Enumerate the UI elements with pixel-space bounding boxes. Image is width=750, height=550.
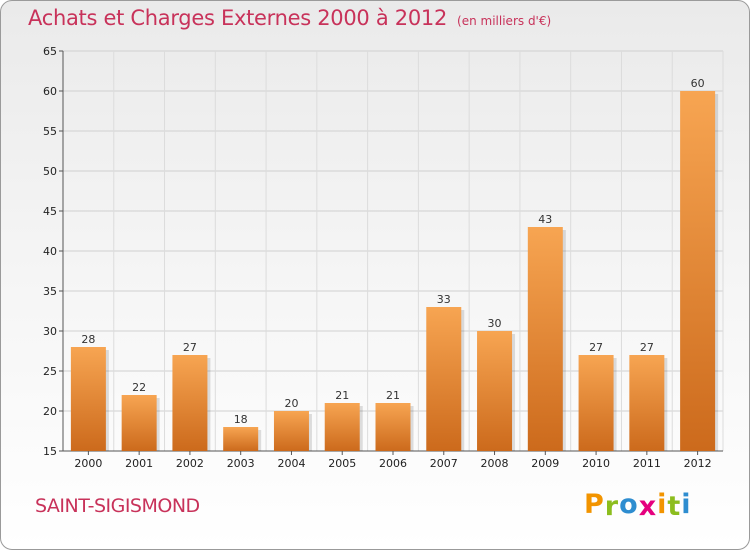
data-label: 28 bbox=[81, 333, 95, 346]
y-tick-label: 55 bbox=[43, 125, 57, 138]
y-tick-label: 30 bbox=[43, 325, 57, 338]
bar-2010 bbox=[578, 355, 614, 451]
bar-2012 bbox=[680, 91, 716, 451]
commune-name: SAINT-SIGISMOND bbox=[35, 495, 200, 517]
bar-2003 bbox=[223, 427, 259, 451]
data-label: 22 bbox=[132, 381, 146, 394]
bars bbox=[70, 91, 719, 451]
data-label: 21 bbox=[386, 389, 400, 402]
bar-2011 bbox=[629, 355, 665, 451]
y-tick-label: 65 bbox=[43, 45, 57, 58]
x-tick-label: 2006 bbox=[379, 457, 407, 470]
logo-letter: P bbox=[584, 489, 605, 520]
proxiti-logo: Proxiti bbox=[584, 489, 692, 522]
bar-2005 bbox=[324, 403, 360, 451]
bar-2008 bbox=[477, 331, 513, 451]
logo-letter: i bbox=[657, 489, 668, 520]
bar-2000 bbox=[70, 347, 106, 451]
x-tick-label: 2008 bbox=[481, 457, 509, 470]
bar-2001 bbox=[121, 395, 157, 451]
x-tick-label: 2011 bbox=[633, 457, 661, 470]
data-label: 30 bbox=[488, 317, 502, 330]
x-tick-label: 2012 bbox=[684, 457, 712, 470]
y-tick-label: 60 bbox=[43, 85, 57, 98]
data-label: 33 bbox=[437, 293, 451, 306]
x-tick-label: 2000 bbox=[74, 457, 102, 470]
labels: 15 20 25 30 35 40 45 50 55 60 65 2000 28 2001 22 2002 27… bbox=[43, 45, 712, 470]
data-label: 20 bbox=[284, 397, 298, 410]
logo-letter: o bbox=[619, 489, 639, 520]
y-tick-label: 35 bbox=[43, 285, 57, 298]
data-label: 60 bbox=[691, 77, 705, 90]
logo-letter: i bbox=[681, 489, 692, 520]
x-tick-label: 2002 bbox=[176, 457, 204, 470]
x-tick-label: 2005 bbox=[328, 457, 356, 470]
logo-letter: x bbox=[638, 491, 658, 522]
bar-2007 bbox=[426, 307, 462, 451]
y-tick-label: 25 bbox=[43, 365, 57, 378]
x-tick-label: 2003 bbox=[227, 457, 255, 470]
bar-2006 bbox=[375, 403, 411, 451]
y-tick-label: 15 bbox=[43, 445, 57, 458]
bar-2004 bbox=[273, 411, 309, 451]
chart-subtitle: (en milliers d'€) bbox=[457, 14, 552, 28]
x-tick-label: 2004 bbox=[277, 457, 305, 470]
bar-2009 bbox=[527, 227, 563, 451]
data-label: 43 bbox=[538, 213, 552, 226]
data-label: 27 bbox=[589, 341, 603, 354]
logo-letter: t bbox=[667, 491, 682, 522]
x-tick-label: 2010 bbox=[582, 457, 610, 470]
chart-title-block: Achats et Charges Externes 2000 à 2012 (e… bbox=[28, 6, 551, 30]
x-tick-label: 2009 bbox=[531, 457, 559, 470]
data-label: 27 bbox=[640, 341, 654, 354]
x-tick-label: 2001 bbox=[125, 457, 153, 470]
data-label: 27 bbox=[183, 341, 197, 354]
data-label: 21 bbox=[335, 389, 349, 402]
bar-2002 bbox=[172, 355, 208, 451]
chart-title: Achats et Charges Externes 2000 à 2012 bbox=[28, 6, 448, 30]
y-tick-label: 20 bbox=[43, 405, 57, 418]
data-label: 18 bbox=[234, 413, 248, 426]
logo-letter: r bbox=[604, 491, 620, 522]
x-tick-label: 2007 bbox=[430, 457, 458, 470]
y-tick-label: 45 bbox=[43, 205, 57, 218]
y-tick-label: 40 bbox=[43, 245, 57, 258]
y-tick-label: 50 bbox=[43, 165, 57, 178]
